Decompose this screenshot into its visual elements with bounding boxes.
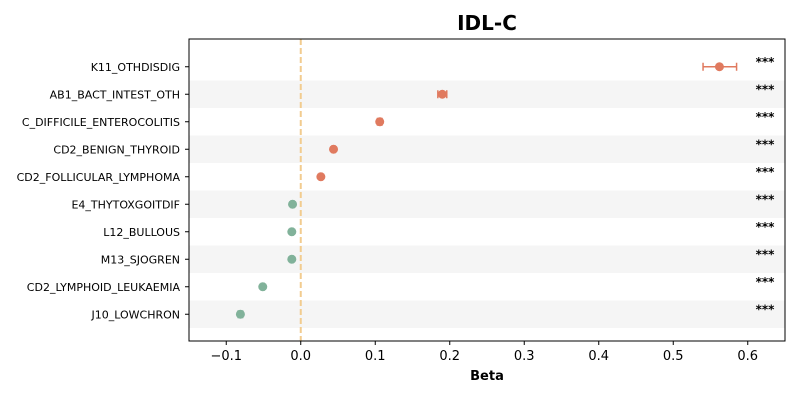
significance-label: *** [756,220,776,234]
x-tick-label: 0.2 [439,349,460,364]
x-tick-label: 0.0 [290,349,311,364]
row-band [189,135,785,163]
data-point [316,172,326,182]
y-axis-ticks: K11_OTHDISDIG AB1_BACT_INTEST_OTH C_DIFFIC… [17,61,189,321]
y-tick-label: AB1_BACT_INTEST_OTH [50,88,180,101]
significance-label: *** [756,192,776,206]
data-point [235,309,245,319]
significance-label: *** [756,137,776,151]
data-points [235,62,724,319]
significance-label: *** [756,82,776,96]
x-tick-label: 0.6 [737,349,758,364]
x-tick-label: 0.5 [663,349,684,364]
data-point [714,62,724,72]
y-tick-label: M13_SJOGREN [101,253,180,266]
x-tick-label: 0.4 [588,349,609,364]
significance-label: *** [756,275,776,289]
plot-frame [188,38,786,342]
row-band [189,245,785,273]
data-point [437,89,447,99]
significance-labels: *** *** *** *** *** *** *** *** *** *** [756,55,776,317]
row-band [189,300,785,328]
significance-label: *** [756,302,776,316]
x-tick-label: 0.1 [365,349,386,364]
row-band [189,190,785,218]
data-point [329,144,339,154]
y-tick-label: E4_THYTOXGOITDIF [71,198,180,211]
x-tick-label: 0.3 [514,349,535,364]
y-tick-label: L12_BULLOUS [103,226,180,239]
chart-title: IDL-C [457,11,517,35]
data-point [288,199,298,209]
y-tick-label: K11_OTHDISDIG [91,61,180,74]
significance-label: *** [756,55,776,69]
x-axis-label: Beta [470,369,504,384]
x-tick-label: −0.1 [210,349,242,364]
row-bands [189,80,785,328]
x-axis-ticks: −0.1 0.0 0.1 0.2 0.3 0.4 0.5 0.6 [210,341,758,364]
y-tick-label: CD2_LYMPHOID_LEUKAEMIA [27,281,181,294]
data-point [287,254,297,264]
y-tick-label: J10_LOWCHRON [91,308,181,321]
y-tick-label: C_DIFFICILE_ENTEROCOLITIS [22,116,180,129]
y-tick-label: CD2_BENIGN_THYROID [53,143,180,156]
data-point [287,227,297,237]
row-band [189,80,785,108]
data-point [375,117,385,127]
significance-label: *** [756,247,776,261]
significance-label: *** [756,165,776,179]
significance-label: *** [756,110,776,124]
y-tick-label: CD2_FOLLICULAR_LYMPHOMA [17,171,181,184]
data-point [258,282,268,292]
